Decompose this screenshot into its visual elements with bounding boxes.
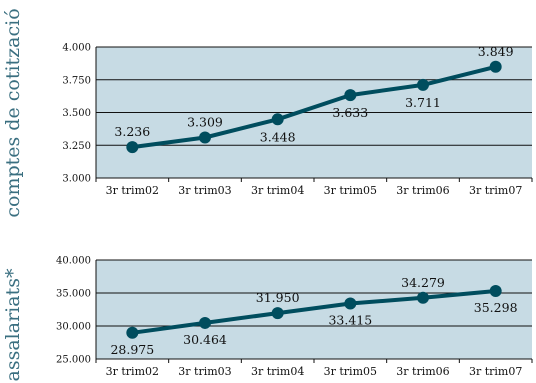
data-point [199,316,211,329]
data-label: 3.236 [114,124,150,139]
y-tick-label: 40.000 [56,256,91,267]
series-line [130,64,498,150]
data-label: 33.415 [328,312,372,327]
data-label: 31.950 [256,290,300,305]
x-tick-label: 3r trim06 [396,365,449,378]
x-tick-label: 3r trim04 [251,184,304,197]
x-tick-label: 3r trim05 [324,184,377,197]
y-tick-label: 35.000 [56,289,91,300]
y-tick-label: 3.000 [62,174,91,185]
y-tick-label: 3.500 [62,108,91,119]
data-point [344,89,357,102]
data-label: 3.633 [332,105,368,120]
x-tick-label: 3r trim07 [469,365,522,378]
data-point [344,297,357,310]
x-tick-label: 3r trim03 [178,184,231,197]
data-label: 3.309 [187,115,223,130]
chart-2-side-label: assalariats* [2,268,24,381]
chart-1-side-label: comptes de cotització [2,8,24,217]
x-tick-label: 3r trim07 [469,184,522,197]
data-label: 3.849 [478,44,514,59]
data-point [126,326,139,339]
chart-1: 3.000 3.250 3.500 3.750 4.000 3r trim02 3r tri… [62,43,533,197]
data-label: 34.279 [401,275,445,290]
y-tick-label: 3.250 [62,141,91,152]
data-point [489,285,502,298]
data-label: 28.975 [110,342,154,357]
x-tick-label: 3r trim04 [251,365,304,378]
data-label: 30.464 [183,332,227,347]
y-tick-label: 3.750 [62,75,91,86]
data-point [271,307,284,320]
data-point [417,78,429,91]
data-point [417,291,429,304]
y-tick-label: 30.000 [56,322,91,333]
y-tick-label: 4.000 [62,43,91,54]
x-tick-label: 3r trim03 [178,365,231,378]
data-label: 3.448 [260,129,296,144]
y-tick-label: 25.000 [56,355,91,366]
data-point [126,141,139,154]
data-point [489,60,502,73]
x-tick-label: 3r trim06 [396,184,449,197]
x-tick-label: 3r trim02 [106,365,159,378]
series-line [130,289,498,335]
chart-2: 25.000 30.000 35.000 40.000 3r trim02 3r trim… [56,256,533,378]
x-tick-label: 3r trim05 [324,365,377,378]
data-label: 3.711 [405,95,441,110]
data-label: 35.298 [474,300,518,315]
data-point [199,131,211,144]
data-point [271,113,284,126]
x-tick-label: 3r trim02 [106,184,159,197]
